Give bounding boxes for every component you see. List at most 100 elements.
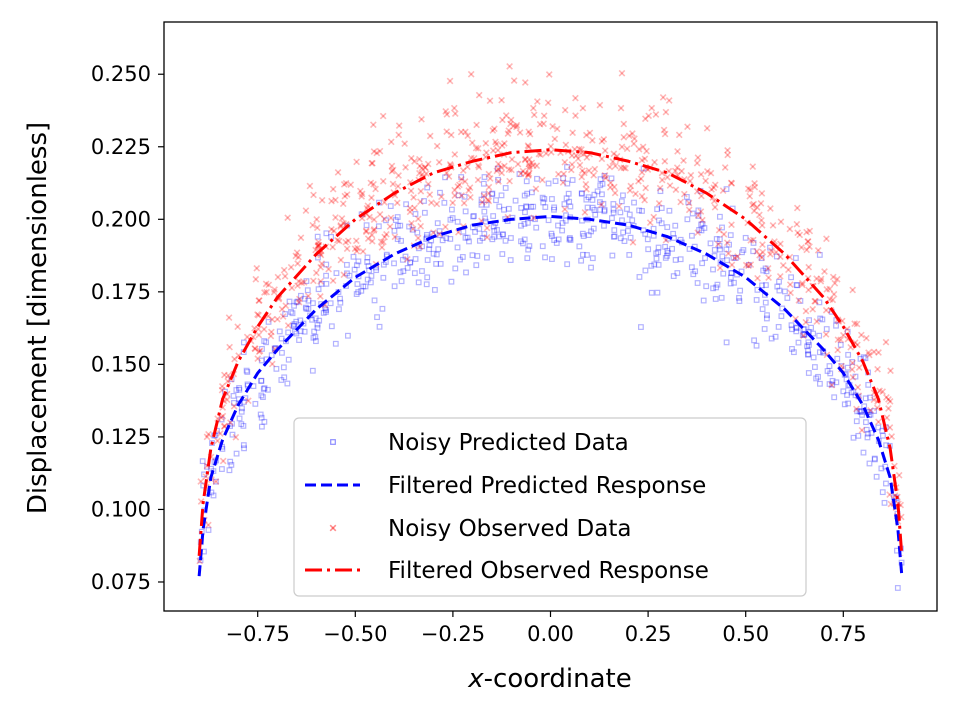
data-point — [834, 355, 841, 362]
data-point — [376, 147, 384, 155]
data-point — [417, 222, 425, 230]
data-point — [685, 199, 693, 207]
data-point-stroke — [280, 266, 288, 274]
data-point-stroke — [620, 120, 628, 128]
data-point — [240, 442, 247, 448]
data-point-stroke — [394, 182, 402, 190]
data-point-stroke — [402, 164, 409, 171]
data-point — [699, 260, 706, 267]
data-point — [525, 165, 533, 172]
data-point — [711, 203, 719, 211]
data-point — [563, 212, 569, 219]
data-point — [728, 221, 735, 229]
data-point — [337, 295, 343, 302]
data-point — [804, 343, 810, 350]
data-point — [882, 463, 889, 470]
data-point-stroke — [274, 273, 282, 281]
data-point-stroke — [777, 240, 784, 248]
line-series-3 — [197, 148, 904, 556]
data-point-stroke — [751, 183, 759, 191]
data-point-stroke — [677, 198, 685, 206]
data-point-stroke — [757, 200, 765, 207]
data-point — [274, 315, 281, 323]
data-point-stroke — [598, 201, 605, 209]
data-point-stroke — [571, 145, 579, 153]
data-point-stroke — [806, 227, 814, 235]
data-point-stroke — [296, 295, 303, 303]
data-point-stroke — [806, 243, 813, 251]
data-point-stroke — [351, 245, 359, 253]
data-point-stroke — [221, 371, 228, 379]
data-point — [694, 212, 702, 219]
data-point — [658, 205, 665, 211]
data-point-stroke — [442, 108, 450, 115]
data-point — [202, 473, 210, 480]
data-point-stroke — [265, 281, 273, 289]
data-point — [819, 316, 826, 323]
data-point — [368, 194, 375, 202]
data-point — [816, 252, 823, 258]
data-point-stroke — [368, 237, 376, 245]
data-point-stroke — [627, 182, 635, 190]
data-point — [442, 223, 449, 231]
data-point — [803, 246, 811, 254]
data-point-stroke — [501, 162, 508, 170]
data-point-stroke — [406, 208, 414, 216]
data-point-stroke — [779, 262, 787, 269]
data-point — [894, 585, 901, 591]
data-point-stroke — [433, 200, 441, 208]
data-point-stroke — [467, 194, 474, 201]
data-point-stroke — [829, 296, 837, 304]
data-point — [588, 228, 594, 235]
data-point — [817, 275, 825, 283]
data-point-stroke — [694, 212, 702, 219]
data-point-stroke — [218, 382, 226, 390]
data-point-stroke — [853, 320, 861, 328]
data-point-stroke — [418, 115, 425, 123]
data-point — [569, 177, 576, 183]
data-point — [758, 190, 766, 197]
data-point-stroke — [885, 396, 892, 403]
data-point-stroke — [407, 154, 415, 162]
data-point-stroke — [456, 181, 463, 189]
data-point — [737, 287, 744, 294]
data-point-stroke — [458, 192, 465, 199]
data-point-stroke — [817, 275, 825, 283]
data-point — [662, 108, 670, 116]
data-point — [244, 397, 252, 405]
data-point — [479, 235, 486, 241]
data-point — [254, 355, 262, 362]
data-point-stroke — [395, 172, 402, 179]
data-point-stroke — [817, 275, 825, 283]
data-point — [830, 290, 838, 298]
data-point-stroke — [745, 262, 752, 270]
data-point — [258, 414, 265, 421]
data-point — [439, 237, 446, 244]
legend-cross-icon-stroke — [329, 524, 337, 532]
data-point — [618, 69, 626, 77]
data-point — [506, 177, 513, 185]
data-point-stroke — [416, 169, 423, 177]
data-point — [627, 182, 635, 190]
data-point — [810, 354, 817, 361]
data-point-stroke — [426, 132, 434, 140]
data-point-stroke — [507, 116, 515, 124]
data-point — [490, 213, 497, 219]
data-point-stroke — [231, 355, 238, 363]
data-point — [864, 434, 871, 441]
data-point-stroke — [214, 437, 221, 445]
data-point-stroke — [510, 77, 518, 84]
data-point-stroke — [750, 200, 758, 208]
data-point — [837, 341, 844, 348]
data-point — [462, 234, 469, 241]
data-point — [302, 207, 310, 215]
data-point — [585, 232, 592, 238]
data-point-stroke — [680, 157, 687, 164]
data-point-stroke — [387, 214, 395, 222]
data-point — [754, 274, 761, 282]
data-point — [695, 213, 702, 219]
data-point-stroke — [406, 204, 414, 212]
data-point-stroke — [378, 244, 386, 251]
data-point — [666, 182, 674, 189]
